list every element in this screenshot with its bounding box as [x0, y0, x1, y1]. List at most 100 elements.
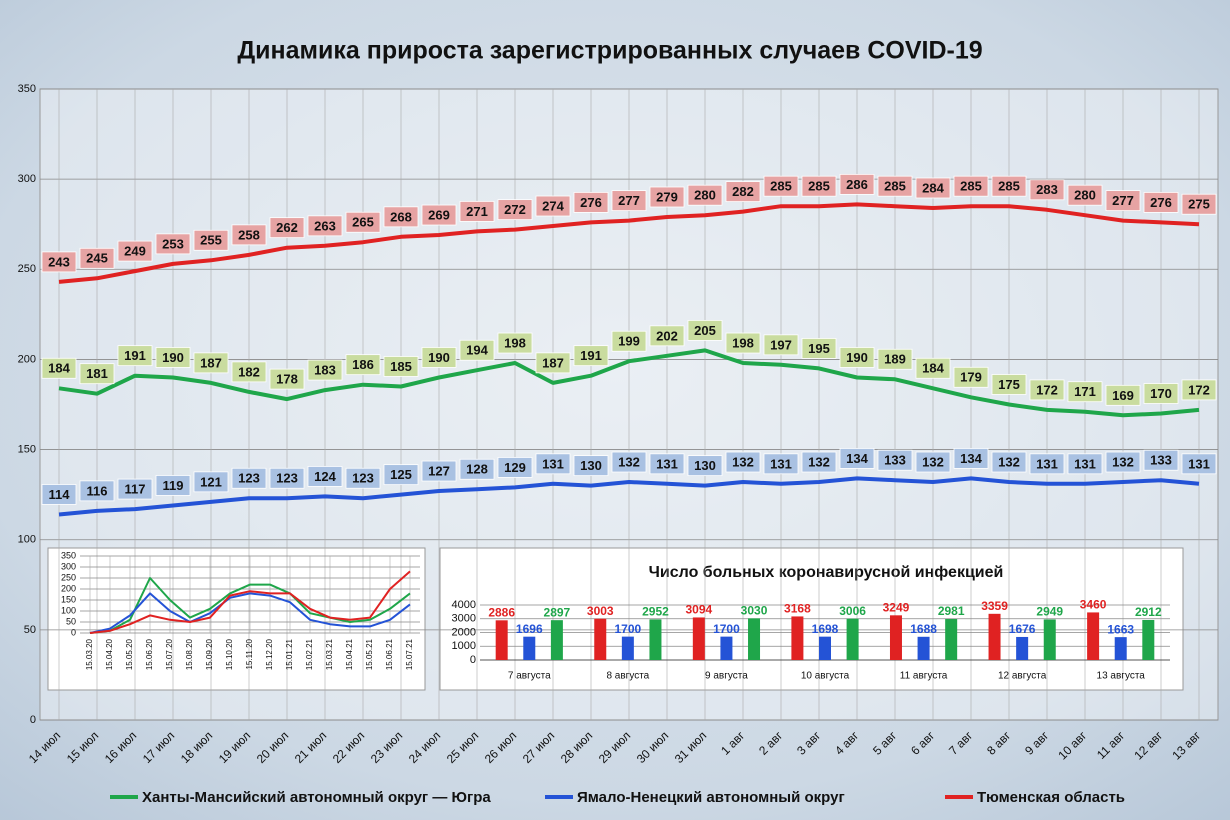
- data-label: 199: [618, 334, 640, 349]
- y-tick-label: 0: [71, 627, 76, 637]
- data-label: 280: [1074, 188, 1096, 203]
- data-label-box: [193, 229, 229, 251]
- data-label-box: [687, 184, 723, 206]
- data-label-box: [763, 175, 799, 197]
- data-label-box: [421, 460, 457, 482]
- inset-title: Число больных коронавирусной инфекцией: [649, 564, 1004, 581]
- data-label: 283: [1036, 182, 1058, 197]
- data-label-box: [687, 455, 723, 477]
- data-label-box: [193, 471, 229, 493]
- data-label-box: [953, 175, 989, 197]
- data-label-box: [1143, 449, 1179, 471]
- data-label-box: [345, 354, 381, 376]
- data-label: 274: [542, 198, 564, 213]
- data-label-box: [193, 352, 229, 374]
- data-label-box: [573, 455, 609, 477]
- x-tick-label: 9 августа: [705, 671, 748, 682]
- data-label-box: [1029, 453, 1065, 475]
- data-label: 285: [770, 179, 792, 194]
- series-line: [89, 577, 411, 634]
- data-label: 131: [1036, 456, 1058, 471]
- data-label-box: [573, 345, 609, 367]
- data-label-box: [421, 204, 457, 226]
- bar: [594, 618, 607, 660]
- data-label: 132: [808, 454, 830, 469]
- data-label-box: [1143, 383, 1179, 404]
- bar: [1043, 619, 1056, 660]
- data-label: 255: [200, 233, 222, 248]
- data-label-box: [801, 175, 837, 197]
- data-label-box: [345, 467, 381, 489]
- x-tick-label: 15.05.20: [125, 638, 134, 670]
- bar: [692, 617, 705, 660]
- legend-label: Ямало-Ненецкий автономный округ: [577, 789, 845, 806]
- data-label: 131: [656, 456, 678, 471]
- data-label-box: [497, 332, 533, 354]
- data-label-box: [1181, 453, 1217, 475]
- legend-label: Тюменская область: [977, 789, 1125, 806]
- data-label: 1700: [713, 622, 740, 636]
- data-label: 190: [162, 350, 184, 365]
- data-label: 282: [732, 184, 754, 199]
- data-label: 123: [238, 471, 260, 486]
- data-label: 280: [694, 188, 716, 203]
- data-label: 272: [504, 202, 526, 217]
- data-label-box: [953, 366, 989, 388]
- series-line: [58, 348, 1200, 418]
- data-label-box: [611, 190, 647, 212]
- data-label-box: [877, 175, 913, 197]
- x-tick-label: 8 августа: [606, 671, 649, 682]
- data-label: 172: [1188, 382, 1210, 397]
- data-label: 3030: [741, 604, 768, 618]
- data-label: 202: [656, 328, 678, 343]
- data-label-box: [763, 453, 799, 475]
- data-label-box: [497, 199, 533, 221]
- bar: [621, 636, 634, 660]
- data-label-box: [155, 233, 191, 255]
- y-tick-label: 250: [61, 572, 76, 582]
- x-tick-label: 12 августа: [998, 671, 1047, 682]
- x-tick-label: 15.04.21: [345, 638, 354, 670]
- data-label: 172: [1036, 382, 1058, 397]
- data-label: 187: [200, 355, 222, 370]
- data-label: 123: [352, 471, 374, 486]
- x-tick-label: 15.10.20: [225, 638, 234, 670]
- data-label: 125: [390, 467, 412, 482]
- data-label-box: [611, 330, 647, 352]
- data-label-box: [535, 352, 571, 374]
- data-label-box: [117, 345, 153, 367]
- data-label-box: [269, 368, 305, 390]
- data-label-box: [307, 359, 343, 381]
- data-label: 3249: [883, 600, 910, 614]
- data-label: 184: [922, 361, 944, 376]
- y-tick-label: 0: [470, 654, 476, 666]
- data-label: 191: [580, 348, 602, 363]
- data-label-box: [573, 192, 609, 213]
- bar: [889, 615, 902, 660]
- bar: [748, 618, 761, 660]
- data-label-box: [991, 175, 1027, 197]
- data-label-box: [231, 361, 267, 383]
- data-label-box: [41, 251, 77, 273]
- data-label-box: [231, 467, 267, 489]
- series-line: [58, 202, 1200, 284]
- data-label: 285: [998, 179, 1020, 194]
- data-label-box: [649, 453, 685, 475]
- data-label: 132: [922, 454, 944, 469]
- data-label-box: [117, 240, 153, 262]
- bar: [550, 620, 563, 660]
- data-label: 284: [922, 180, 944, 195]
- y-tick-label: 2000: [452, 626, 476, 638]
- y-tick-label: 150: [18, 443, 36, 455]
- data-label: 124: [314, 469, 336, 484]
- data-label: 132: [998, 454, 1020, 469]
- data-label: 190: [846, 350, 868, 365]
- data-label: 198: [504, 335, 526, 350]
- data-label: 130: [580, 458, 602, 473]
- data-label: 1696: [516, 622, 543, 636]
- data-label-box: [41, 484, 77, 505]
- x-tick-label: 7 августа: [508, 671, 551, 682]
- y-tick-label: 50: [66, 616, 76, 626]
- data-label: 131: [542, 456, 564, 471]
- data-label: 131: [1074, 456, 1096, 471]
